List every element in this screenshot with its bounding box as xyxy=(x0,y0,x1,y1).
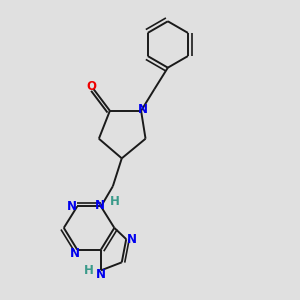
Text: N: N xyxy=(70,247,80,260)
Text: N: N xyxy=(138,103,148,116)
Text: N: N xyxy=(96,268,106,281)
Text: O: O xyxy=(86,80,96,93)
Text: H: H xyxy=(110,195,120,208)
Text: N: N xyxy=(67,200,77,213)
Text: N: N xyxy=(127,233,136,246)
Text: N: N xyxy=(95,199,105,212)
Text: H: H xyxy=(83,265,93,278)
